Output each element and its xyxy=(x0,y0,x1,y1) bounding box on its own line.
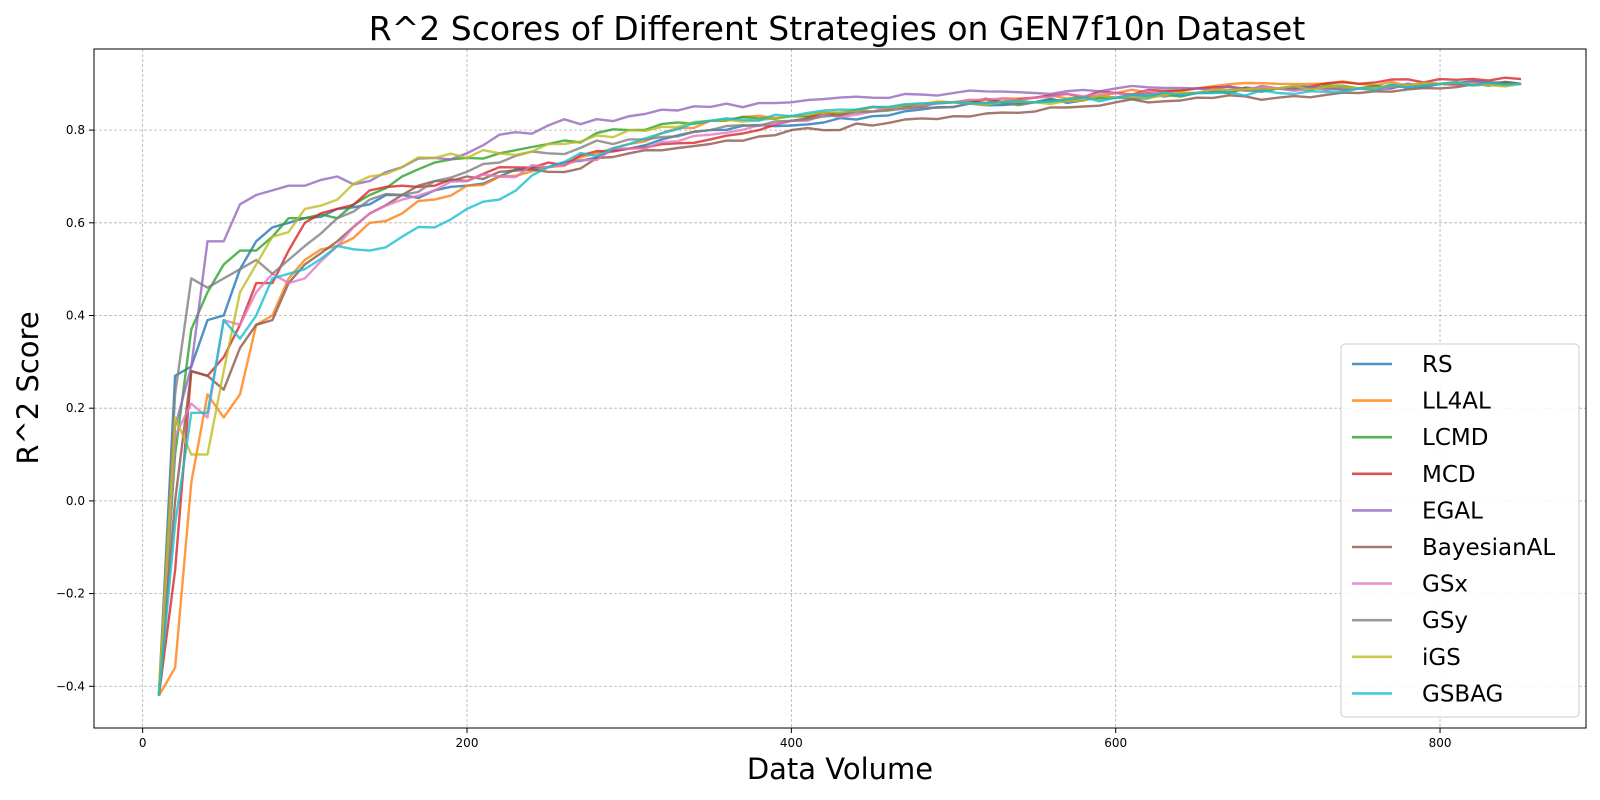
legend-label: EGAL xyxy=(1422,498,1483,524)
y-axis-label: R^2 Score xyxy=(11,311,45,464)
series-lines xyxy=(157,76,1522,697)
legend-label: MCD xyxy=(1422,462,1476,488)
y-tick-label: 0.6 xyxy=(66,216,85,230)
legend-label: GSBAG xyxy=(1422,681,1503,707)
series-line-gsbag xyxy=(157,80,1522,696)
x-tick-label: 200 xyxy=(456,736,479,750)
legend-label: GSy xyxy=(1422,608,1468,634)
chart-title: R^2 Scores of Different Strategies on GE… xyxy=(369,9,1306,48)
x-axis-label: Data Volume xyxy=(747,752,933,786)
legend-label: iGS xyxy=(1422,645,1461,671)
legend-box xyxy=(1340,343,1580,718)
x-tick-label: 800 xyxy=(1429,736,1452,750)
x-tick-label: 600 xyxy=(1104,736,1127,750)
y-tick-label: 0.0 xyxy=(66,494,85,508)
y-tick-label: 0.2 xyxy=(66,401,85,415)
y-axis: −0.4 −0.2 0.0 0.2 0.4 0.6 0.8 xyxy=(56,123,94,693)
x-tick-label: 400 xyxy=(780,736,803,750)
y-tick-label: −0.2 xyxy=(56,587,85,601)
legend-label: GSx xyxy=(1422,572,1468,598)
legend-label: LL4AL xyxy=(1422,389,1491,415)
y-tick-label: 0.4 xyxy=(66,309,85,323)
legend-label: LCMD xyxy=(1422,425,1488,451)
series-line-gsx xyxy=(157,81,1522,696)
legend-label: RS xyxy=(1422,352,1453,378)
y-tick-label: 0.8 xyxy=(66,123,85,137)
series-line-igs xyxy=(157,81,1522,696)
series-line-gsy xyxy=(157,82,1522,696)
legend-label: BayesianAL xyxy=(1422,535,1555,561)
plot-frame xyxy=(93,48,1587,729)
legend: RS LL4AL LCMD MCD EGAL BayesianAL GSx GSy iGS GSB… xyxy=(1340,343,1580,718)
x-axis: 0 200 400 600 800 xyxy=(139,728,1452,750)
x-tick-label: 0 xyxy=(139,736,147,750)
y-tick-label: −0.4 xyxy=(56,679,85,693)
